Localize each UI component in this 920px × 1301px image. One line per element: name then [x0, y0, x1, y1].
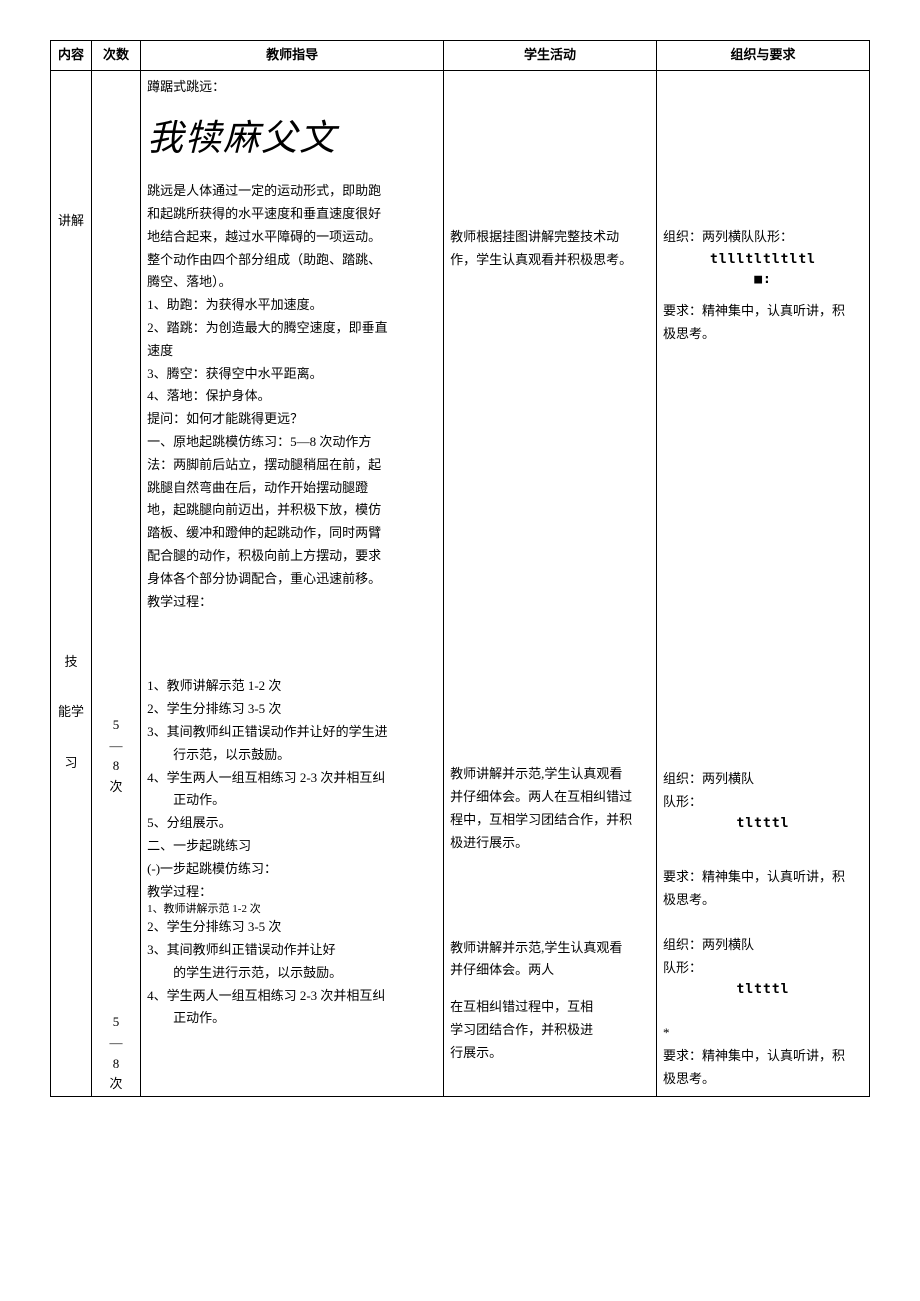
label-nengxue: 能学	[51, 702, 91, 723]
student-cell: 教师根据挂图讲解完整技术动 作，学生认真观看并积极思考。 教师讲解并示范,学生认…	[444, 70, 657, 1096]
org-r2b: 极思考。	[663, 890, 863, 911]
cishu-1-line2: —	[92, 736, 140, 757]
m1g: 身体各个部分协调配合，重心迅速前移。	[147, 569, 437, 590]
m1e: 踏板、缓冲和蹬伸的起跳动作，同时两臂	[147, 523, 437, 544]
cishu-block-1: 5 — 8 次	[92, 711, 140, 798]
m1d: 地，起跳腿向前迈出，并积极下放，模仿	[147, 500, 437, 521]
question: 提问：如何才能跳得更远？	[147, 409, 437, 430]
org-r2a: 要求：精神集中，认真听讲，积	[663, 867, 863, 888]
org-o2b: 队形：	[663, 792, 863, 813]
org-o1: 组织：两列横队队形：	[663, 227, 863, 248]
m2: 二、一步起跳练习	[147, 836, 437, 857]
cishu-1-line4: 次	[92, 777, 140, 798]
s3a: 3、其间教师纠正错误动作并让好的学生进	[147, 722, 437, 743]
org-r1a: 要求：精神集中，认真听讲，积	[663, 301, 863, 322]
cishu-1-line3: 8	[92, 756, 140, 777]
org-star: *	[663, 1023, 863, 1044]
t2: 2、学生分排练习 3-5 次	[147, 917, 437, 938]
intro-3: 地结合起来，越过水平障碍的一项运动。	[147, 227, 437, 248]
org-o2a: 组织：两列横队	[663, 769, 863, 790]
org-dots2: tltttl	[663, 814, 863, 835]
calligraphy-text: 我犊麻父文	[147, 100, 437, 180]
stu-c1: 教师讲解并示范,学生认真观看	[450, 938, 650, 959]
intro-2: 和起跳所获得的水平速度和垂直速度很好	[147, 204, 437, 225]
pt-3: 3、腾空：获得空中水平距离。	[147, 364, 437, 385]
body-row: 讲解 技 能学 习 5 — 8 次 5 — 8 次	[51, 70, 870, 1096]
org-o3b: 队形：	[663, 958, 863, 979]
s3b: 行示范，以示鼓励。	[147, 745, 437, 766]
org-cell: 组织：两列横队队形： tllltltltltl ■: 要求：精神集中，认真听讲，…	[657, 70, 870, 1096]
stu-b3: 程中，互相学习团结合作，并积	[450, 810, 650, 831]
m1b: 法：两脚前后站立，摆动腿稍屈在前，起	[147, 455, 437, 476]
pt-4: 4、落地：保护身体。	[147, 386, 437, 407]
s4b: 正动作。	[147, 790, 437, 811]
hdr-jiaoshi: 教师指导	[141, 41, 444, 71]
pt-2b: 速度	[147, 341, 437, 362]
m1a: 一、原地起跳模仿练习：5—8 次动作方	[147, 432, 437, 453]
org-r1b: 极思考。	[663, 324, 863, 345]
t3a: 3、其间教师纠正错误动作并让好	[147, 940, 437, 961]
sub: (-)一步起跳模仿练习：	[147, 859, 437, 880]
hdr-xuesheng: 学生活动	[444, 41, 657, 71]
cishu-1-line1: 5	[92, 715, 140, 736]
s1: 1、教师讲解示范 1-2 次	[147, 676, 437, 697]
org-dots1b: ■:	[663, 270, 863, 291]
org-dots1: tllltltltltl	[663, 250, 863, 271]
t3b: 的学生进行示范，以示鼓励。	[147, 963, 437, 984]
org-r3a: 要求：精神集中，认真听讲，积	[663, 1046, 863, 1067]
stu-b2: 并仔细体会。两人在互相纠错过	[450, 787, 650, 808]
stu-a1: 教师根据挂图讲解完整技术动	[450, 227, 650, 248]
s2: 2、学生分排练习 3-5 次	[147, 699, 437, 720]
cishu-block-2: 5 — 8 次	[92, 1008, 140, 1095]
org-o3a: 组织：两列横队	[663, 935, 863, 956]
stu-c2: 并仔细体会。两人	[450, 960, 650, 981]
intro-4: 整个动作由四个部分组成（助跑、踏跳、	[147, 250, 437, 271]
proc2: 教学过程：	[147, 882, 437, 903]
s5: 5、分组展示。	[147, 813, 437, 834]
pt-2a: 2、踏跳：为创造最大的腾空速度，即垂直	[147, 318, 437, 339]
org-dots3: tltttl	[663, 980, 863, 1001]
stu-a2: 作，学生认真观看并积极思考。	[450, 250, 650, 271]
stu-c5: 行展示。	[450, 1043, 650, 1064]
teacher-cell: 蹲踞式跳远： 我犊麻父文 跳远是人体通过一定的运动形式，即助跑 和起跳所获得的水…	[141, 70, 444, 1096]
cishu-2-line1: 5	[92, 1012, 140, 1033]
cishu-cell: 5 — 8 次 5 — 8 次	[91, 70, 140, 1096]
content-label-cell: 讲解 技 能学 习	[51, 70, 92, 1096]
header-row: 内容 次数 教师指导 学生活动 组织与要求	[51, 41, 870, 71]
teacher-title: 蹲踞式跳远：	[147, 77, 437, 98]
hdr-neirong: 内容	[51, 41, 92, 71]
stu-b4: 极进行展示。	[450, 833, 650, 854]
intro-1: 跳远是人体通过一定的运动形式，即助跑	[147, 181, 437, 202]
stu-c4: 学习团结合作，并积极进	[450, 1020, 650, 1041]
intro-5: 腾空、落地）。	[147, 272, 437, 293]
org-r3b: 极思考。	[663, 1069, 863, 1090]
hdr-zuzhi: 组织与要求	[657, 41, 870, 71]
label-ji: 技	[51, 652, 91, 673]
stu-c3: 在互相纠错过程中，互相	[450, 997, 650, 1018]
t1tiny: 1、教师讲解示范 1-2 次	[147, 904, 437, 915]
cishu-2-line2: —	[92, 1033, 140, 1054]
hdr-cishu: 次数	[91, 41, 140, 71]
lesson-plan-table: 内容 次数 教师指导 学生活动 组织与要求 讲解 技 能学 习 5 — 8 次	[50, 40, 870, 1097]
cishu-2-line3: 8	[92, 1054, 140, 1075]
cishu-2-line4: 次	[92, 1074, 140, 1095]
t4a: 4、学生两人一组互相练习 2-3 次并相互纠	[147, 986, 437, 1007]
t4b: 正动作。	[147, 1008, 437, 1029]
stu-b1: 教师讲解并示范,学生认真观看	[450, 764, 650, 785]
pt-1: 1、助跑：为获得水平加速度。	[147, 295, 437, 316]
label-xi: 习	[51, 753, 91, 774]
label-jiangjie: 讲解	[51, 211, 91, 232]
proc1: 教学过程：	[147, 592, 437, 613]
m1f: 配合腿的动作，积极向前上方摆动，要求	[147, 546, 437, 567]
m1c: 跳腿自然弯曲在后，动作开始摆动腿蹬	[147, 478, 437, 499]
s4a: 4、学生两人一组互相练习 2-3 次并相互纠	[147, 768, 437, 789]
